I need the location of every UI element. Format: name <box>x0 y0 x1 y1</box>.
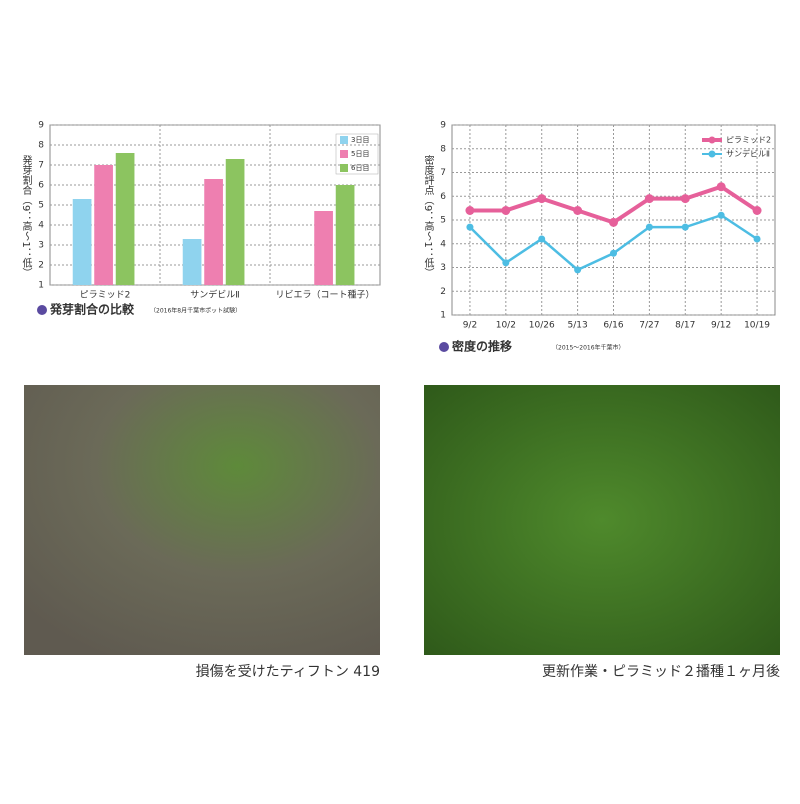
x-tick-label: サンデビルⅡ <box>190 289 239 301</box>
point <box>753 235 761 243</box>
point <box>538 235 546 243</box>
x-tick-label: 5/13 <box>568 321 588 331</box>
y-tick-label: 1 <box>440 311 446 321</box>
point <box>465 206 475 215</box>
legend-marker <box>708 136 716 144</box>
x-tick-label: 8/17 <box>675 321 695 331</box>
x-tick-label: 10/19 <box>744 321 770 331</box>
legend-label: 6日目 <box>351 164 369 172</box>
y-axis-label: 密度評点（9：高～1：低） <box>422 154 434 278</box>
bar <box>115 153 135 285</box>
y-tick-label: 3 <box>440 263 446 273</box>
point <box>680 194 690 204</box>
point <box>716 182 726 192</box>
bar <box>335 185 355 285</box>
point <box>644 194 654 204</box>
y-tick-label: 3 <box>38 241 44 251</box>
chart-title: 密度の推移 <box>452 339 512 354</box>
legend-swatch <box>340 150 348 158</box>
title-bullet <box>439 342 449 352</box>
chart-subtitle: （2016年8月千葉市ポット試験） <box>150 307 241 315</box>
point <box>502 259 510 267</box>
legend-label: サンデビルⅡ <box>726 149 770 159</box>
y-tick-label: 9 <box>38 121 44 131</box>
point <box>681 223 689 231</box>
bar <box>94 165 113 285</box>
point <box>752 206 762 215</box>
y-tick-label: 4 <box>440 239 446 249</box>
y-tick-label: 8 <box>38 141 44 151</box>
y-tick-label: 5 <box>440 216 446 226</box>
legend-frame <box>335 133 379 175</box>
photo-damaged-turf <box>24 385 380 655</box>
bar <box>204 179 223 285</box>
chart-subtitle: （2015～2016年千葉市） <box>552 344 625 352</box>
y-tick-label: 8 <box>440 144 446 154</box>
point <box>466 223 474 231</box>
x-tick-label: 9/12 <box>711 321 731 331</box>
y-tick-label: 7 <box>38 161 44 171</box>
legend-label: ピラミッド2 <box>726 136 771 145</box>
y-tick-label: 4 <box>38 221 44 231</box>
y-tick-label: 2 <box>38 261 44 271</box>
point <box>574 266 582 274</box>
y-tick-label: 7 <box>440 168 446 178</box>
caption: 更新作業・ピラミッド２播種１ヶ月後 <box>542 664 780 680</box>
bar <box>314 211 333 285</box>
point <box>610 249 617 257</box>
legend-swatch <box>340 136 348 144</box>
legend-label: 3日目 <box>351 136 369 144</box>
chart-title: 発芽割合の比較 <box>49 302 135 317</box>
bar <box>182 239 202 285</box>
legend-swatch <box>340 164 348 172</box>
x-tick-label: 7/27 <box>639 321 659 331</box>
y-tick-label: 6 <box>440 192 446 202</box>
y-tick-label: 5 <box>38 201 44 211</box>
y-tick-label: 1 <box>38 281 44 291</box>
photo-renewed-turf <box>424 385 780 655</box>
point <box>717 211 725 219</box>
bar <box>72 199 92 285</box>
y-axis-label: 発芽割合（9：高～1：低） <box>20 154 32 278</box>
x-tick-label: 6/16 <box>603 321 623 331</box>
x-tick-label: リビエラ（コート種子） <box>275 290 374 301</box>
caption: 損傷を受けたティフトン 419 <box>196 664 380 680</box>
title-bullet <box>37 305 47 315</box>
y-tick-label: 9 <box>440 121 446 131</box>
x-tick-label: ピラミッド2 <box>80 290 131 301</box>
point <box>609 217 618 227</box>
point <box>537 194 547 204</box>
y-tick-label: 2 <box>440 287 446 297</box>
point <box>645 223 653 231</box>
point <box>573 206 583 215</box>
y-tick-label: 6 <box>38 181 44 191</box>
x-tick-label: 10/26 <box>529 321 555 331</box>
point <box>501 206 511 215</box>
bar <box>225 159 245 285</box>
legend-marker <box>708 150 716 158</box>
x-tick-label: 10/2 <box>496 321 516 331</box>
legend-label: 5日目 <box>351 150 369 158</box>
x-tick-label: 9/2 <box>463 321 477 331</box>
